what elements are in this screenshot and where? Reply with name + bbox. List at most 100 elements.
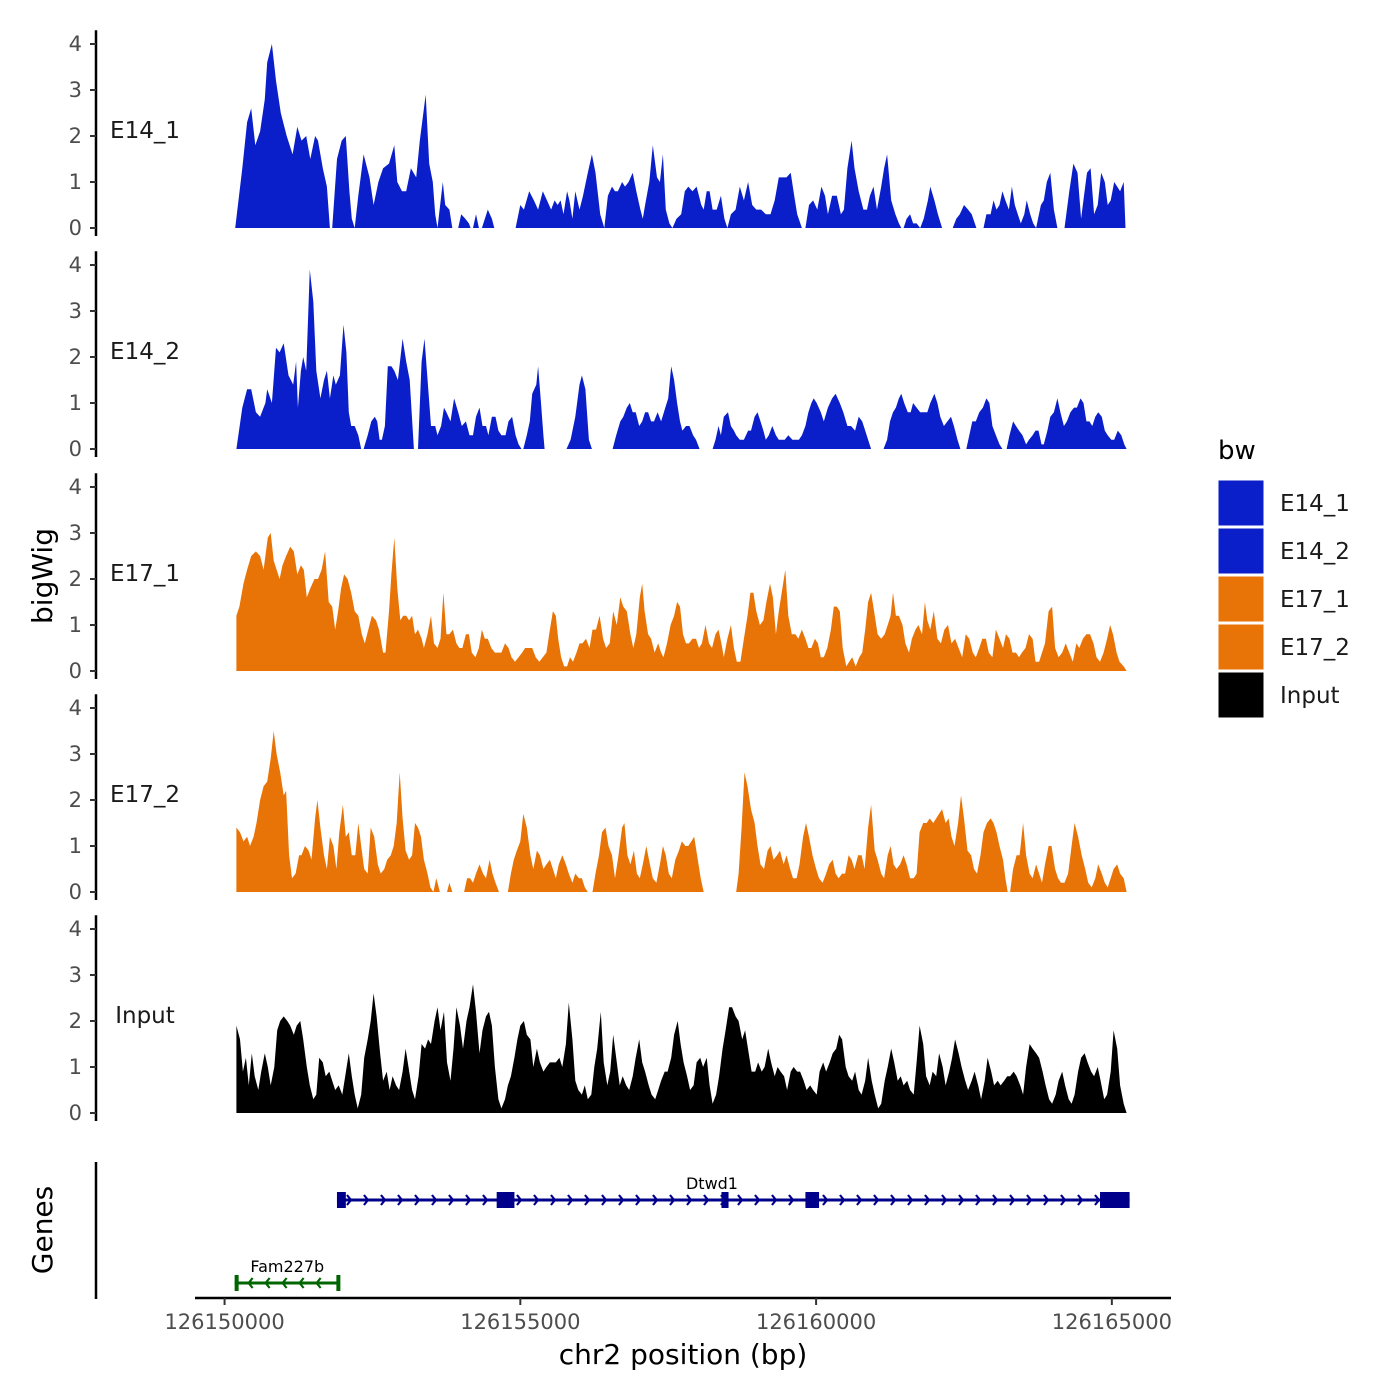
y-tick-label: 3 xyxy=(69,299,82,323)
gene-exon xyxy=(1100,1192,1130,1208)
strand-chevron xyxy=(516,1194,523,1206)
strand-chevron xyxy=(822,1194,829,1206)
strand-chevron xyxy=(686,1194,693,1206)
x-tick-label: 126155000 xyxy=(460,1310,580,1334)
strand-chevron xyxy=(346,1194,353,1206)
y-tick-label: 4 xyxy=(69,475,82,499)
y-tick-label: 2 xyxy=(69,1009,82,1033)
x-axis-title: chr2 position (bp) xyxy=(559,1338,808,1371)
strand-chevron xyxy=(1043,1194,1050,1206)
y-tick-label: 4 xyxy=(69,696,82,720)
strand-chevron xyxy=(924,1194,931,1206)
track-panel-input: 0 1 2 3 4 Input xyxy=(69,915,1127,1125)
panel-label: E17_2 xyxy=(110,782,180,808)
y-axis-title: bigWig xyxy=(26,528,59,624)
legend-label: E17_1 xyxy=(1280,587,1350,613)
legend-title: bw xyxy=(1218,436,1256,466)
strand-chevron xyxy=(315,1277,322,1289)
strand-chevron xyxy=(465,1194,472,1206)
signal-area-e14-2 xyxy=(236,269,1127,449)
strand-chevron xyxy=(788,1194,795,1206)
x-tick-label: 126150000 xyxy=(164,1310,284,1334)
strand-chevron xyxy=(771,1194,778,1206)
y-tick-label: 3 xyxy=(69,963,82,987)
y-tick-label: 3 xyxy=(69,78,82,102)
gene-exon xyxy=(496,1192,515,1208)
y-tick-label: 3 xyxy=(69,742,82,766)
gene-label: Fam227b xyxy=(250,1257,324,1276)
track-panels: 0 1 2 3 4 E14_1 0 1 2 3 4 E14_2 0 1 2 3 4 E17_1 0 1 2 3 4 E17_2… xyxy=(69,30,1127,1125)
y-tick-label: 1 xyxy=(69,1055,82,1079)
y-tick-label: 2 xyxy=(69,345,82,369)
legend-swatch xyxy=(1217,623,1265,671)
panel-label: E14_2 xyxy=(110,339,180,365)
strand-chevron xyxy=(737,1194,744,1206)
y-tick-label: 1 xyxy=(69,391,82,415)
gene-exon xyxy=(721,1192,729,1208)
x-tick-label: 126165000 xyxy=(1052,1310,1172,1334)
genes-marks: Fam227b Dtwd1 xyxy=(234,1174,1130,1291)
y-tick-label: 0 xyxy=(69,659,82,683)
legend: bw E14_1 E14_2 E17_1 E17_2 Input xyxy=(1217,436,1350,719)
legend-label: E17_2 xyxy=(1280,635,1350,661)
strand-chevron xyxy=(856,1194,863,1206)
strand-chevron xyxy=(1094,1194,1101,1206)
gene-exon xyxy=(234,1275,239,1291)
legend-label: Input xyxy=(1280,683,1340,709)
legend-swatch xyxy=(1217,527,1265,575)
panel-label: Input xyxy=(115,1003,175,1029)
strand-chevron xyxy=(635,1194,642,1206)
strand-chevron xyxy=(754,1194,761,1206)
strand-chevron xyxy=(448,1194,455,1206)
track-panel-e17-2: 0 1 2 3 4 E17_2 xyxy=(69,694,1127,904)
track-panel-e17-1: 0 1 2 3 4 E17_1 xyxy=(69,473,1127,683)
strand-chevron xyxy=(839,1194,846,1206)
y-tick-label: 3 xyxy=(69,521,82,545)
y-tick-label: 2 xyxy=(69,124,82,148)
strand-chevron xyxy=(941,1194,948,1206)
y-tick-label: 0 xyxy=(69,437,82,461)
strand-chevron xyxy=(533,1194,540,1206)
y-tick-label: 4 xyxy=(69,32,82,56)
gene-label: Dtwd1 xyxy=(686,1174,738,1193)
signal-area-input xyxy=(236,984,1127,1113)
strand-chevron xyxy=(992,1194,999,1206)
strand-chevron xyxy=(890,1194,897,1206)
strand-chevron xyxy=(873,1194,880,1206)
y-tick-label: 1 xyxy=(69,613,82,637)
signal-area-e17-2 xyxy=(236,731,1127,892)
strand-chevron xyxy=(1077,1194,1084,1206)
gene-fam227b: Fam227b xyxy=(234,1257,341,1291)
x-axis: 126150000 126155000 126160000 126165000 xyxy=(164,1296,1172,1334)
strand-chevron xyxy=(958,1194,965,1206)
strand-chevron xyxy=(584,1194,591,1206)
y-tick-label: 1 xyxy=(69,834,82,858)
strand-chevron xyxy=(669,1194,676,1206)
signal-area-e14-1 xyxy=(235,44,1126,228)
legend-label: E14_2 xyxy=(1280,539,1350,565)
y-tick-label: 4 xyxy=(69,253,82,277)
y-tick-label: 0 xyxy=(69,216,82,240)
y-tick-label: 4 xyxy=(69,917,82,941)
y-tick-label: 2 xyxy=(69,567,82,591)
strand-chevron xyxy=(618,1194,625,1206)
panel-label: E14_1 xyxy=(110,118,180,144)
y-tick-label: 2 xyxy=(69,788,82,812)
strand-chevron xyxy=(281,1277,288,1289)
strand-chevron xyxy=(431,1194,438,1206)
track-panel-e14-1: 0 1 2 3 4 E14_1 xyxy=(69,30,1126,240)
panel-label: E17_1 xyxy=(110,561,180,587)
strand-chevron xyxy=(363,1194,370,1206)
genes-panel: Fam227b Dtwd1 xyxy=(94,1162,1130,1299)
legend-swatch xyxy=(1217,671,1265,719)
signal-area-e17-1 xyxy=(236,533,1127,671)
strand-chevron xyxy=(975,1194,982,1206)
strand-chevron xyxy=(601,1194,608,1206)
strand-chevron xyxy=(567,1194,574,1206)
strand-chevron xyxy=(482,1194,489,1206)
legend-swatch xyxy=(1217,479,1265,527)
strand-chevron xyxy=(1009,1194,1016,1206)
strand-chevron xyxy=(264,1277,271,1289)
strand-chevron xyxy=(1026,1194,1033,1206)
